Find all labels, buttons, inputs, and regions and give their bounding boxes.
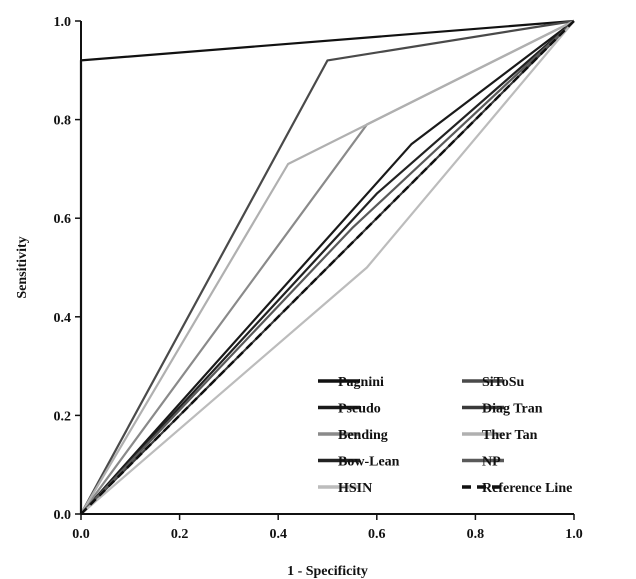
legend-item-diag-tran: Diag Tran [462,402,543,417]
plot-lines [79,19,575,515]
y-tick-label: 0.2 [54,409,72,424]
series-line-ther-tan [80,20,575,515]
ticks: 0.0 0.2 0.4 0.6 0.8 1.0 0.0 0.2 0.4 0.6 0.8 1.0 [54,15,583,542]
legend-label: NP [482,455,501,470]
legend-item-bending: Bending [318,428,388,443]
legend-item-pagnini: Pagnini [318,375,384,390]
x-axis-title: 1 - Specificity [287,564,368,579]
legend-label: Pseudo [338,402,381,417]
legend-item-ther-tan: Ther Tan [462,428,538,443]
y-axis-title: Sensitivity [15,236,30,298]
series-line-sitosu [80,19,575,515]
legend-label: Diag Tran [482,402,543,417]
legend-label: Bow-Lean [338,455,400,470]
legend-item-pseudo: Pseudo [318,402,381,417]
x-tick-label: 0.4 [269,527,287,542]
x-tick-label: 0.8 [467,527,485,542]
series-line-np [80,20,575,515]
legend-item-reference-line: Reference Line [462,481,572,496]
y-tick-label: 0.4 [54,311,72,326]
legend-item-sitosu: SiToSu [462,375,525,390]
legend-item-bow-lean: Bow-Lean [318,455,400,470]
x-tick-label: 0.6 [368,527,386,542]
y-tick-label: 0.6 [54,212,72,227]
y-tick-label: 0.8 [54,114,72,129]
legend-item-np: NP [462,455,504,470]
x-tick-label: 0.2 [171,527,189,542]
y-tick-label: 0.0 [54,508,72,523]
legend-label: Ther Tan [482,428,538,443]
legend-item-hsin: HSIN [318,481,372,496]
axes [80,21,574,515]
legend-label: SiToSu [482,375,525,390]
legend-label: Bending [338,428,388,443]
series-line-bow-lean [80,20,575,515]
legend-label: HSIN [338,481,372,496]
x-tick-label: 0.0 [72,527,90,542]
x-tick-label: 1.0 [565,527,583,542]
legend-label: Pagnini [338,375,384,390]
series-line-pseudo [80,20,575,515]
series-line-hsin [80,20,575,515]
y-tick-label: 1.0 [54,15,72,30]
series-line-diag-tran [80,20,575,515]
legend-label: Reference Line [482,481,572,496]
legend: Pagnini SiToSu Pseudo Diag Tran Bending Ther … [318,375,572,496]
